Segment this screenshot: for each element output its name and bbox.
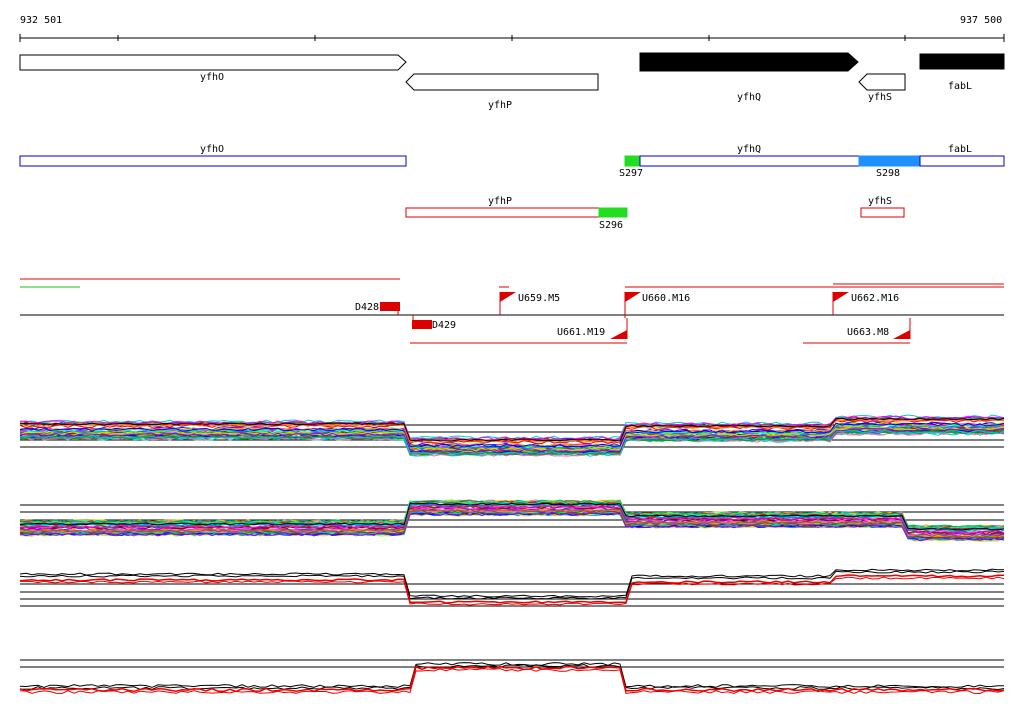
profile-trace: [19, 663, 1005, 691]
upshift-u663[interactable]: U663.M8: [847, 318, 911, 339]
gene-label: yfhP: [488, 100, 512, 111]
shift-track: D428 D429 U659.M5 U660.M16 U661.M19 U662…: [20, 278, 1004, 344]
gene-track: yfhO yfhP yfhQ yfhS fabL: [19, 52, 1005, 111]
expression-panel-4: [19, 659, 1005, 695]
gene-arrow-yfhq[interactable]: yfhQ: [639, 52, 859, 103]
expression-panel-3: [19, 568, 1005, 607]
profile-trace: [19, 665, 1005, 693]
transcript-yfhq[interactable]: yfhQ: [639, 144, 860, 167]
reverse-transcript-track: yfhP S296 yfhS: [405, 196, 905, 231]
transcript-label: yfhO: [200, 144, 224, 155]
profile-trace: [19, 422, 1005, 448]
upshift-u659[interactable]: U659.M5: [499, 292, 560, 315]
profile-trace: [19, 568, 1005, 598]
profile-trace: [19, 662, 1005, 689]
profile-trace: [19, 504, 1005, 534]
profile-trace: [19, 426, 1005, 452]
transcript-label: fabL: [948, 144, 972, 155]
profile-trace: [19, 430, 1005, 455]
transcript-yfhp[interactable]: yfhP: [405, 196, 600, 218]
profile-trace: [19, 574, 1004, 604]
gene-arrow-fabl[interactable]: fabL: [919, 53, 1005, 92]
segment-s296[interactable]: S296: [598, 207, 628, 231]
profile-trace: [19, 508, 1005, 538]
upshift-u660[interactable]: U660.M16: [624, 292, 690, 318]
profile-trace: [19, 570, 1005, 600]
segment-s297[interactable]: S297: [619, 155, 643, 179]
profile-trace: [19, 508, 1005, 538]
downshift-d428[interactable]: D428: [355, 302, 400, 315]
gene-arrow-yfhp[interactable]: yfhP: [405, 73, 599, 111]
profile-trace: [19, 502, 1005, 531]
segment-label: S296: [599, 220, 623, 231]
shift-label: U660.M16: [642, 293, 690, 304]
gene-arrow-yfho[interactable]: yfhO: [19, 54, 407, 83]
shift-label: U661.M19: [557, 327, 605, 338]
shift-label: U662.M16: [851, 293, 899, 304]
shift-label: D428: [355, 302, 379, 313]
shift-label: U663.M8: [847, 327, 889, 338]
transcript-yfho[interactable]: yfhO: [19, 144, 407, 167]
profile-trace: [19, 417, 1005, 442]
shift-label: U659.M5: [518, 293, 560, 304]
profile-trace: [19, 419, 1005, 445]
segment-label: S297: [619, 168, 643, 179]
downshift-d429[interactable]: D429: [412, 315, 456, 331]
transcript-fabl[interactable]: fabL: [919, 144, 1005, 167]
transcript-label: yfhP: [488, 196, 512, 207]
gene-label: yfhS: [868, 92, 892, 103]
upshift-u661[interactable]: U661.M19: [557, 318, 628, 339]
gene-label: fabL: [948, 81, 972, 92]
expression-panel-2: [19, 499, 1005, 542]
forward-transcript-track: yfhO S297 yfhQ S298 fabL: [19, 144, 1005, 179]
gene-label: yfhO: [200, 72, 224, 83]
transcript-label: yfhS: [868, 196, 892, 207]
segment-label: S298: [876, 168, 900, 179]
upshift-u662[interactable]: U662.M16: [832, 292, 899, 315]
start-coordinate: 932 501: [20, 15, 62, 26]
expression-panel-1: [19, 414, 1005, 457]
profile-trace: [19, 427, 1005, 453]
gene-label: yfhQ: [737, 92, 761, 103]
profile-trace: [19, 512, 1005, 542]
transcript-label: yfhQ: [737, 144, 761, 155]
profile-trace: [20, 576, 1005, 606]
segment-s298[interactable]: S298: [858, 155, 921, 179]
end-coordinate: 937 500: [960, 15, 1002, 26]
coordinate-ruler: 932 501 937 500: [19, 15, 1005, 42]
gene-arrow-yfhs[interactable]: yfhS: [858, 73, 906, 103]
shift-label: D429: [432, 320, 456, 331]
profile-trace: [19, 668, 1005, 695]
transcript-yfhs[interactable]: yfhS: [860, 196, 905, 218]
